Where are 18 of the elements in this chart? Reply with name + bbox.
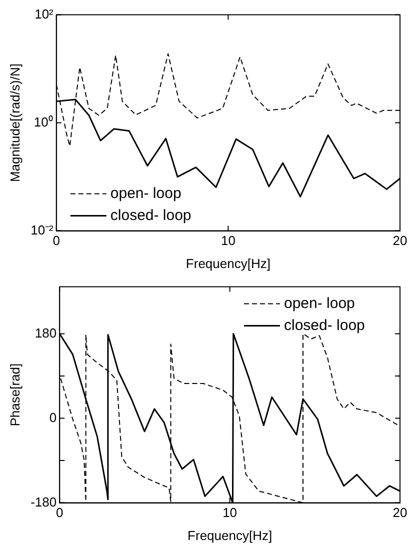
legend-label: open- loop <box>284 294 355 312</box>
x-axis-title: Frequency[Hz] <box>188 528 272 543</box>
y-tick-label: -180 <box>30 494 57 510</box>
legend-label: open- loop <box>110 184 182 202</box>
x-tick-label: 10 <box>220 233 236 248</box>
y-tick-label: 10⁰ <box>34 114 54 130</box>
y-tick-label: 10² <box>34 6 54 22</box>
y-tick-label: 180 <box>34 325 57 340</box>
y-tick-label: 0 <box>49 410 57 425</box>
legend-label: closed- loop <box>284 316 365 334</box>
x-axis-title: Frequency[Hz] <box>186 256 270 271</box>
x-tick-label: 10 <box>222 505 238 520</box>
x-tick-label: 20 <box>392 505 408 520</box>
x-tick-label: 20 <box>392 233 408 248</box>
legend-label: closed- loop <box>110 206 192 224</box>
y-axis-title: Phase[rad] <box>7 363 22 426</box>
y-tick-label: 10⁻² <box>30 222 54 238</box>
y-axis-title: Magnitude[(rad/s)/N] <box>7 64 22 182</box>
